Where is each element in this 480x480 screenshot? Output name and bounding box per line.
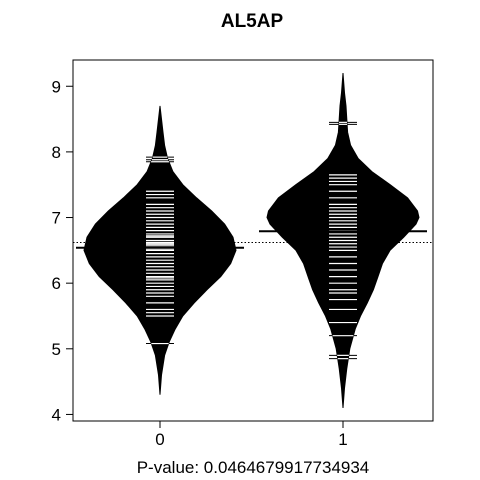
x-tick-label: 0 bbox=[155, 430, 164, 449]
y-tick-label: 8 bbox=[52, 143, 61, 162]
chart-title: AL5AP bbox=[221, 11, 284, 32]
plot-frame bbox=[72, 59, 434, 422]
x-tick-label: 1 bbox=[338, 430, 347, 449]
x-axis-label: P-value: 0.0464679917734934 bbox=[137, 458, 370, 477]
y-tick-label: 7 bbox=[52, 209, 61, 228]
y-tick-label: 5 bbox=[52, 340, 61, 359]
y-tick-label: 6 bbox=[52, 274, 61, 293]
y-tick-label: 4 bbox=[52, 405, 61, 424]
plot-area: 4 5 6 7 8 9 0 1 bbox=[52, 59, 434, 449]
y-tick-label: 9 bbox=[52, 77, 61, 96]
